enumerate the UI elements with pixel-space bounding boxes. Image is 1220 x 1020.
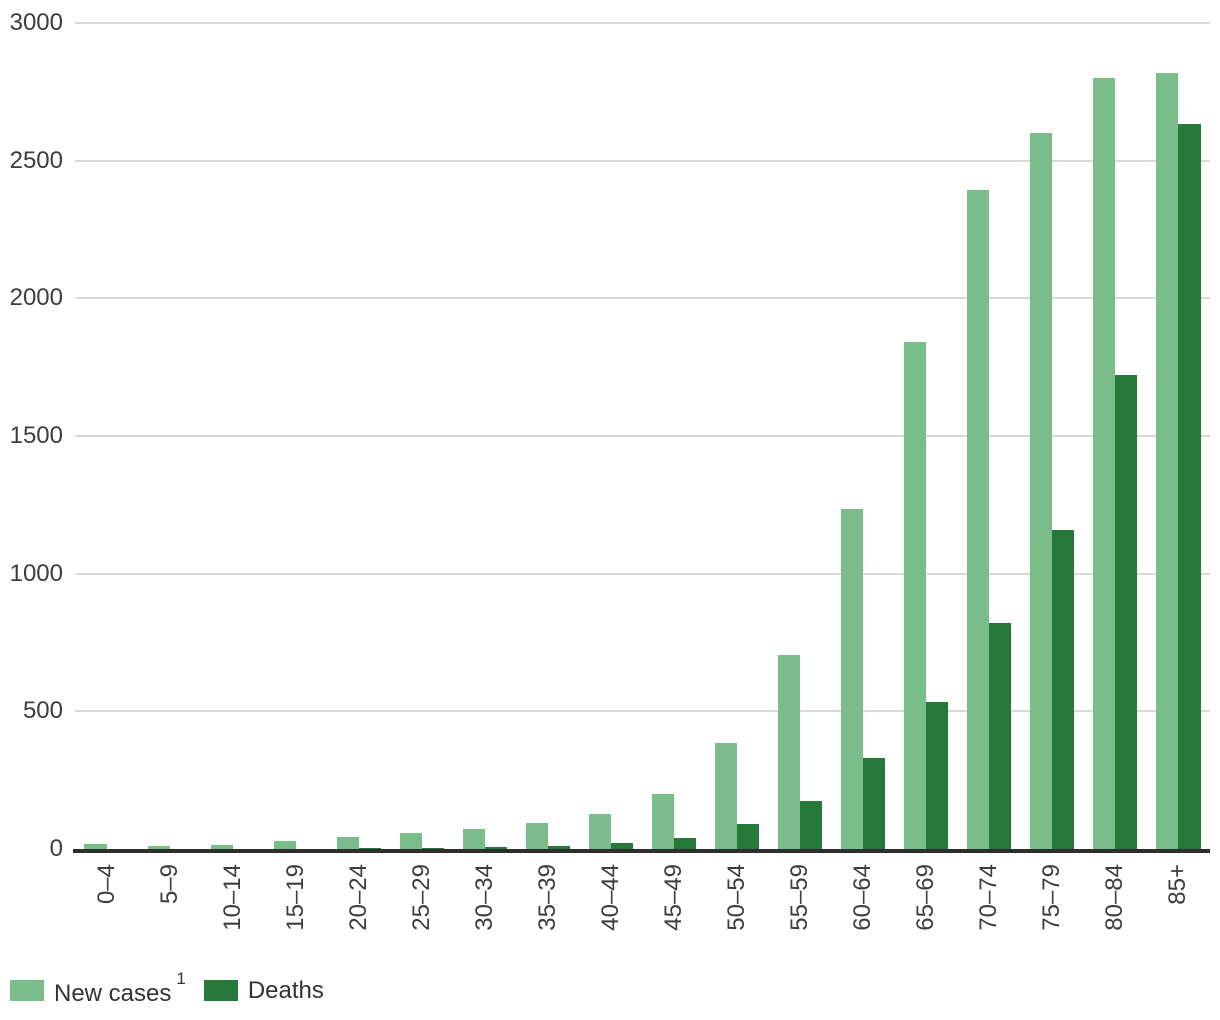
- bar-deaths-13: [926, 701, 949, 849]
- bar-deaths-11: [800, 800, 823, 849]
- plot-area: [75, 23, 1210, 849]
- gridline-1500: [75, 435, 1210, 437]
- x-tick-label-8: 40–44: [596, 864, 624, 931]
- gridline-3000: [75, 22, 1210, 24]
- bar-new-cases-11: [778, 654, 801, 849]
- bar-deaths-9: [674, 838, 697, 849]
- x-axis-baseline: [73, 849, 1210, 853]
- bar-new-cases-1: [147, 845, 170, 849]
- gridline-1000: [75, 572, 1210, 575]
- bar-new-cases-6: [462, 829, 485, 849]
- x-tick-label-17: 85+: [1164, 864, 1192, 905]
- bar-new-cases-15: [1030, 133, 1053, 849]
- bar-new-cases-5: [399, 833, 422, 849]
- legend-footnote-marker: 1: [176, 969, 186, 988]
- legend-item-new-cases: New cases1: [10, 969, 186, 1007]
- x-tick-label-10: 50–54: [723, 864, 751, 931]
- bar-deaths-5: [421, 848, 444, 849]
- bar-new-cases-7: [525, 822, 548, 849]
- x-tick-label-6: 30–34: [470, 864, 498, 931]
- bar-new-cases-10: [715, 743, 738, 849]
- bar-new-cases-13: [904, 342, 927, 849]
- x-tick-label-15: 75–79: [1038, 864, 1066, 931]
- y-tick-label-500: 500: [22, 697, 63, 725]
- legend: New cases1 Deaths: [10, 969, 324, 1007]
- bar-deaths-12: [863, 758, 886, 849]
- gridline-2500: [75, 159, 1210, 162]
- bar-new-cases-14: [967, 189, 990, 849]
- bar-new-cases-12: [841, 508, 864, 849]
- bar-deaths-14: [989, 623, 1012, 849]
- bar-new-cases-4: [336, 837, 359, 849]
- bar-new-cases-17: [1156, 72, 1179, 849]
- bar-new-cases-9: [651, 793, 675, 849]
- bar-deaths-7: [547, 845, 570, 849]
- gridline-500: [75, 710, 1210, 713]
- y-tick-label-2500: 2500: [9, 146, 63, 174]
- y-tick-label-1500: 1500: [9, 422, 63, 449]
- gridline-2000: [75, 297, 1210, 300]
- bar-deaths-16: [1115, 375, 1138, 849]
- x-tick-label-4: 20–24: [344, 864, 372, 931]
- x-tick-label-5: 25–29: [407, 864, 435, 931]
- bar-deaths-10: [737, 824, 760, 849]
- bar-new-cases-3: [273, 841, 296, 849]
- y-tick-label-0: 0: [49, 835, 63, 862]
- x-tick-label-13: 65–69: [912, 864, 940, 931]
- bar-deaths-17: [1178, 123, 1201, 849]
- bar-new-cases-16: [1093, 78, 1116, 849]
- legend-swatch-deaths: [203, 980, 238, 1001]
- x-tick-label-14: 70–74: [975, 864, 1003, 931]
- x-tick-label-7: 35–39: [533, 864, 561, 931]
- x-tick-label-12: 60–64: [849, 864, 877, 931]
- bar-deaths-15: [1052, 529, 1075, 849]
- bar-new-cases-2: [210, 844, 233, 849]
- legend-label-deaths: Deaths: [247, 976, 324, 1004]
- bar-deaths-6: [484, 847, 507, 849]
- legend-item-deaths: Deaths: [203, 976, 324, 1004]
- legend-swatch-new-cases: [10, 980, 44, 1001]
- legend-label-new-cases: New cases1: [54, 969, 186, 1007]
- bar-new-cases-0: [84, 843, 107, 849]
- y-tick-label-3000: 3000: [9, 9, 63, 36]
- y-tick-label-1000: 1000: [9, 559, 63, 587]
- x-tick-label-16: 80–84: [1101, 864, 1129, 931]
- x-tick-label-9: 45–49: [660, 864, 688, 931]
- bar-deaths-8: [610, 842, 634, 849]
- x-tick-label-11: 55–59: [786, 864, 814, 931]
- bar-deaths-4: [358, 848, 381, 849]
- bar-new-cases-8: [588, 814, 611, 849]
- y-tick-label-2000: 2000: [9, 284, 63, 312]
